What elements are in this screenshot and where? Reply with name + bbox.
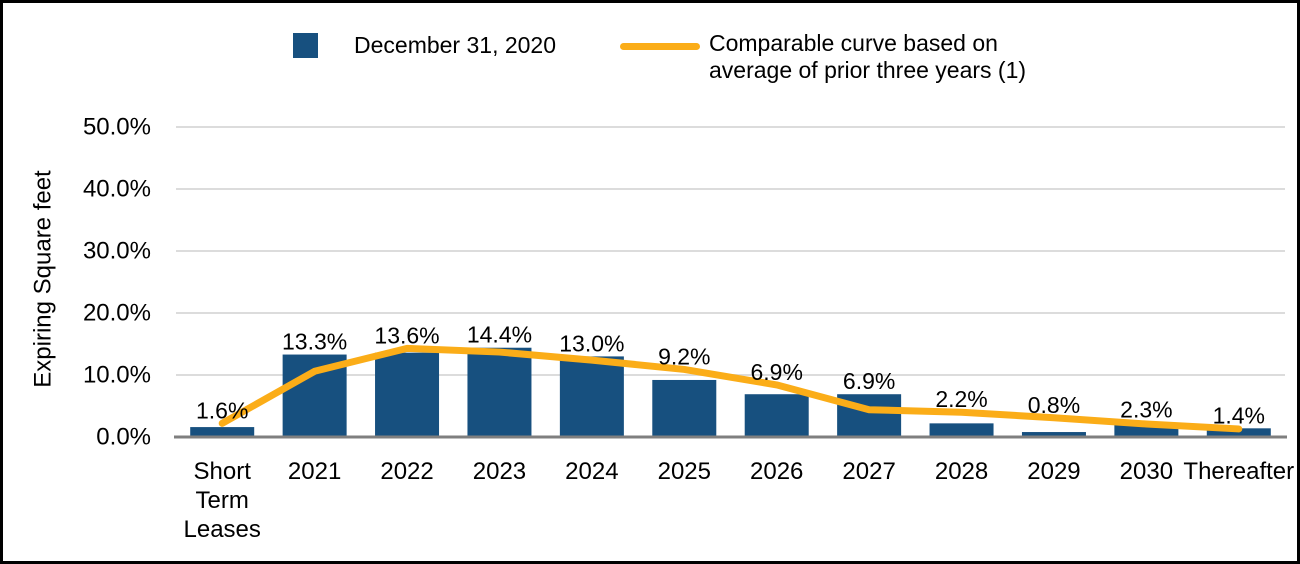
bar-data-label: 6.9% (843, 368, 895, 394)
bar-data-label: 14.4% (467, 322, 532, 348)
x-axis-category-label: 2029 (1027, 458, 1080, 485)
y-axis-tick-label: 30.0% (83, 238, 151, 265)
bar-data-label: 13.3% (282, 329, 347, 355)
bar-series-swatch-icon (293, 33, 318, 58)
x-axis-category-label: 2021 (288, 458, 341, 485)
x-axis-category-label: 2027 (842, 458, 895, 485)
bar-data-label: 1.6% (196, 397, 248, 423)
x-axis-category-label: 2022 (380, 458, 433, 485)
bar (375, 352, 440, 437)
bar-data-label: 9.2% (658, 343, 710, 369)
legend-item-bar-series: December 31, 2020 (293, 32, 556, 59)
bar-data-label: 0.8% (1028, 392, 1080, 418)
y-axis-tick-label: 50.0% (83, 114, 151, 141)
comparable-curve-line (218, 344, 1243, 433)
x-axis-category-label: 2030 (1120, 458, 1173, 485)
bar-data-label: 2.2% (935, 386, 987, 412)
legend-label-bar-series: December 31, 2020 (354, 32, 557, 58)
bar-data-label: 13.0% (559, 330, 624, 356)
x-axis-category-label: 2025 (658, 458, 711, 485)
y-axis-title: Expiring Square feet (30, 170, 57, 388)
y-axis-tick-label: 10.0% (83, 362, 151, 389)
x-axis-category-label: 2023 (473, 458, 526, 485)
bar (652, 379, 717, 437)
line-series-swatch-icon (620, 43, 700, 50)
legend-item-line-series: Comparable curve based on average of prio… (620, 30, 1026, 84)
bar-data-label: 1.4% (1213, 402, 1265, 428)
bar (559, 356, 624, 437)
x-axis-category-label: 2024 (565, 458, 618, 485)
bar (744, 394, 809, 437)
bar (929, 423, 994, 437)
y-axis-tick-label: 40.0% (83, 176, 151, 203)
x-axis-category-label: Thereafter (1183, 458, 1294, 485)
x-axis-category-label: 2028 (935, 458, 988, 485)
x-axis-category-label: 2026 (750, 458, 803, 485)
bar-data-label: 13.6% (374, 322, 439, 348)
legend-label-line-series: Comparable curve based on average of prio… (709, 30, 1026, 84)
combo-chart: 0.0% 10.0% 20.0% 30.0% 40.0% 50.0% 1.6% 13.3% 13… (30, 114, 1295, 543)
y-axis-tick-label: 0.0% (96, 424, 151, 451)
bar (190, 427, 255, 437)
y-axis-tick-label: 20.0% (83, 300, 151, 327)
legend-label-line-series-line2: average of prior three years (1) (709, 57, 1027, 83)
x-axis-category-label: Short Term Leases (184, 458, 261, 543)
bar (467, 347, 532, 437)
bar-data-label: 2.3% (1120, 397, 1172, 423)
bar-data-label: 6.9% (750, 359, 802, 385)
legend-label-line-series-line1: Comparable curve based on (709, 30, 998, 56)
bar (1021, 432, 1086, 437)
bar (1206, 428, 1271, 437)
